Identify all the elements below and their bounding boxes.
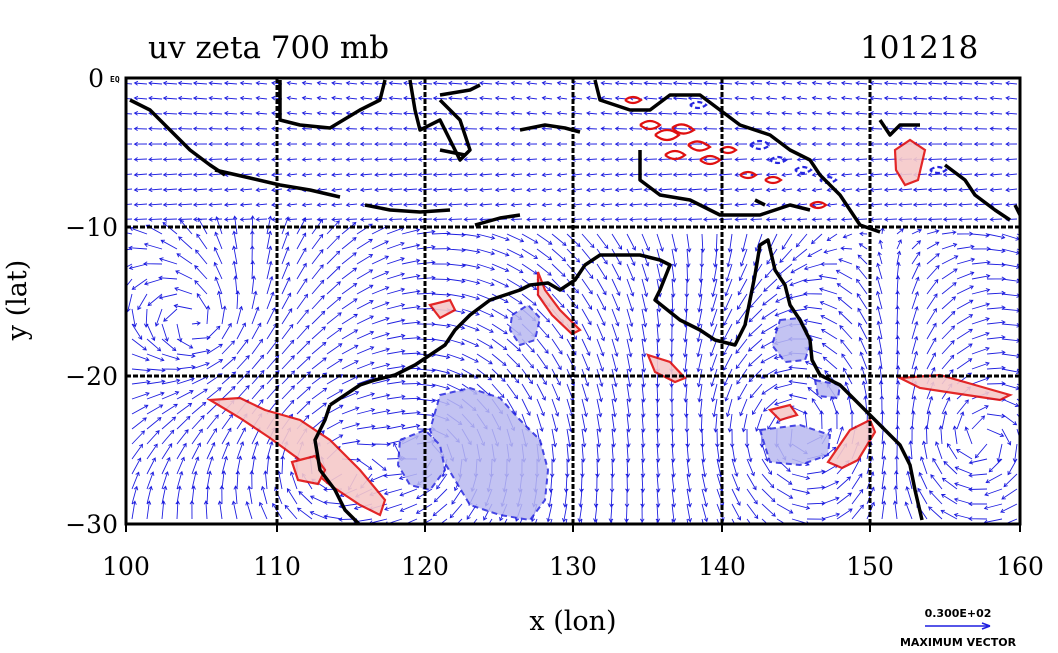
chart-title: uv zeta 700 mb [148,30,389,66]
coastlines [129,79,1020,524]
x-tick-label: 150 [846,552,894,581]
y-tick-label: −20 [65,362,118,391]
date-label: 101218 [860,30,978,66]
x-axis-label: x (lon) [529,606,616,637]
y-tick-label: −10 [65,213,118,242]
x-tick-label: 160 [996,552,1044,581]
y-tick-label: 0 [88,64,104,93]
negative-vorticity-shading [396,303,842,522]
gridlines [126,78,1020,524]
x-tick-label: 110 [253,552,301,581]
tick-marks [125,524,1021,532]
x-tick-label: 140 [698,552,746,581]
y-tick-label: −30 [65,510,118,539]
ref-vector-arrowhead [981,622,991,630]
x-tick-label: 120 [401,552,449,581]
equator-label: EQ [110,75,120,84]
y-axis-label: y (lat) [2,260,33,342]
ref-vector-label: MAXIMUM VECTOR [900,636,1017,649]
new-guinea-vorticity-streaks [624,95,948,210]
x-tick-label: 100 [102,552,150,581]
reference-vector: 0.300E+02 MAXIMUM VECTOR [900,607,1017,649]
ref-vector-value: 0.300E+02 [925,607,992,620]
x-tick-label: 130 [549,552,597,581]
